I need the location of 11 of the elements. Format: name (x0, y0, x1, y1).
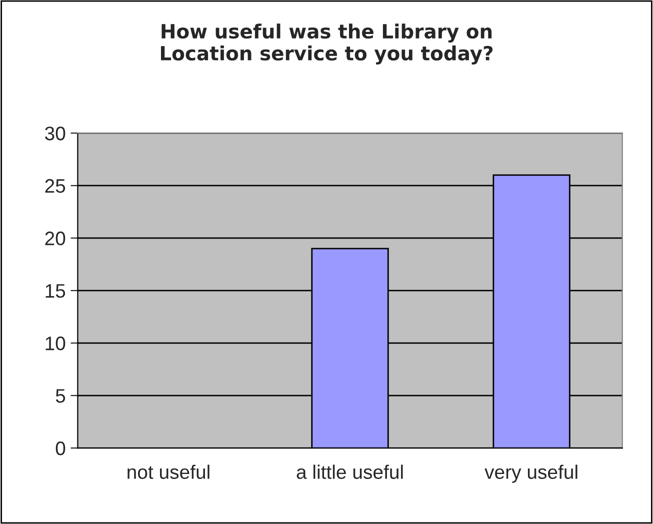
y-tick-label: 5 (56, 389, 66, 403)
y-tick-label: 25 (45, 179, 66, 193)
x-tick-label: a little useful (296, 464, 403, 479)
chart-title: How useful was the Library on Location service to you today? (160, 24, 493, 64)
x-tick-label: not useful (128, 464, 210, 479)
y-tick-label: 0 (56, 441, 66, 456)
x-tick-label: very useful (484, 464, 578, 483)
y-tick-label: 30 (45, 126, 66, 140)
y-tick-label: 15 (46, 284, 66, 298)
y-tick-label: 20 (45, 232, 66, 246)
y-tick-label: 10 (46, 336, 66, 350)
